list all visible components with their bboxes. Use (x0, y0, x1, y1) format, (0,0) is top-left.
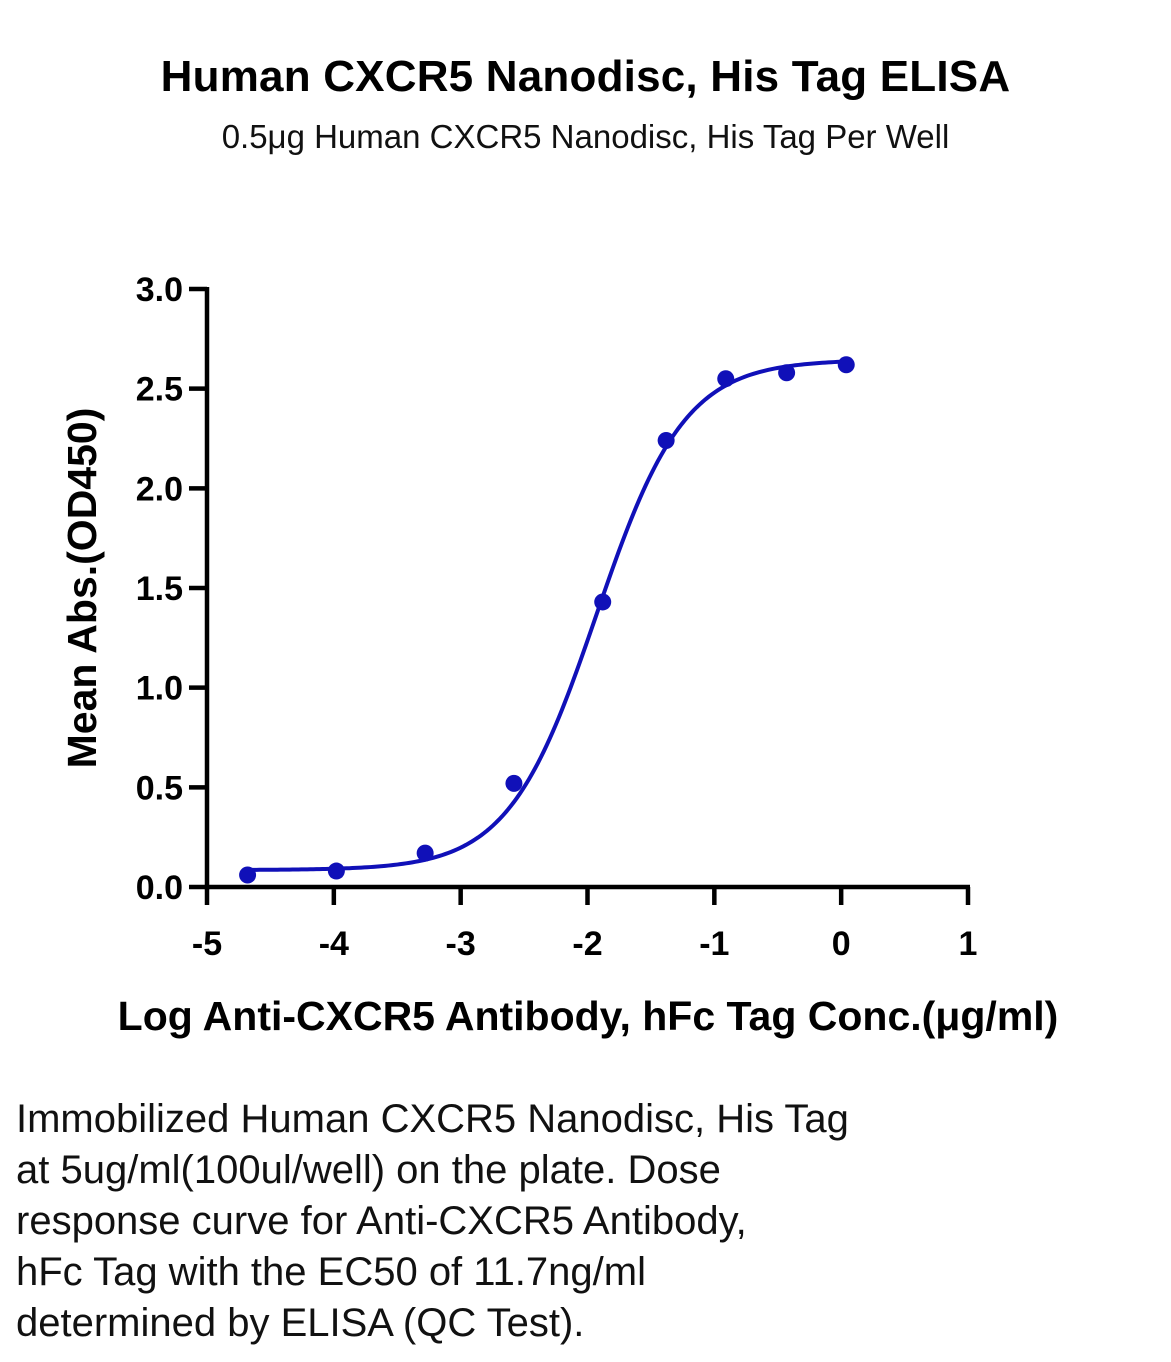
y-tick-label: 2.5 (136, 371, 183, 409)
data-points (239, 356, 855, 884)
x-tick-label: -3 (446, 925, 476, 963)
chart-subtitle: 0.5μg Human CXCR5 Nanodisc, His Tag Per … (221, 118, 950, 155)
caption-line: determined by ELISA (QC Test). (16, 1301, 585, 1345)
figure-caption: Immobilized Human CXCR5 Nanodisc, His Ta… (16, 1094, 1116, 1349)
x-tick-label: -4 (319, 925, 349, 963)
x-tick-label: 1 (959, 925, 978, 963)
y-tick-label: 1.5 (136, 570, 183, 608)
data-point (837, 356, 855, 374)
x-tick-label: 0 (832, 925, 851, 963)
fit-curve (247, 359, 847, 872)
y-tick-label: 3.0 (136, 271, 183, 309)
axes: 0.0 0.5 1.0 1.5 2.0 2.5 3.0 -5 -4 -3 -2 -1 0 1 (136, 271, 978, 963)
data-point (594, 593, 612, 611)
y-tick-label: 0.0 (136, 869, 183, 907)
caption-line: Immobilized Human CXCR5 Nanodisc, His Ta… (16, 1097, 849, 1141)
caption-line: hFc Tag with the EC50 of 11.7ng/ml (16, 1250, 646, 1294)
y-tick-label: 0.5 (136, 769, 183, 807)
data-point (327, 862, 345, 880)
data-point (717, 370, 735, 388)
elisa-chart: 0.0 0.5 1.0 1.5 2.0 2.5 3.0 -5 -4 -3 -2 -1 0 1 Log An… (59, 271, 1059, 1039)
data-point (239, 866, 257, 884)
y-tick-label: 2.0 (136, 470, 183, 508)
y-tick-label: 1.0 (136, 670, 183, 708)
fit-curve-group (247, 359, 847, 872)
chart-title: Human CXCR5 Nanodisc, His Tag ELISA (160, 52, 1011, 101)
x-tick-label: -5 (192, 925, 222, 963)
caption-line: response curve for Anti-CXCR5 Antibody, (16, 1199, 747, 1243)
data-point (657, 431, 675, 449)
caption-line: at 5ug/ml(100ul/well) on the plate. Dose (16, 1148, 721, 1192)
y-axis-title: Mean Abs.(OD450) (59, 408, 105, 769)
data-point (505, 774, 523, 792)
data-point (778, 364, 796, 382)
data-point (416, 844, 434, 862)
x-tick-label: -2 (572, 925, 602, 963)
x-tick-label: -1 (699, 925, 729, 963)
x-axis-title: Log Anti-CXCR5 Antibody, hFc Tag Conc.(μ… (118, 993, 1059, 1039)
